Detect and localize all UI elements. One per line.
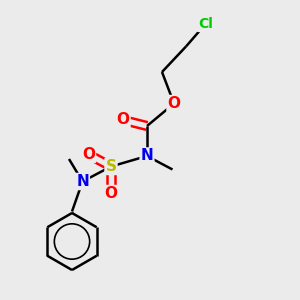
Text: O: O (167, 96, 181, 111)
Text: S: S (106, 159, 116, 174)
Text: O: O (116, 112, 130, 128)
Text: O: O (104, 186, 118, 201)
Text: O: O (82, 147, 95, 162)
Text: N: N (141, 148, 153, 164)
Text: Cl: Cl (198, 17, 213, 31)
Text: N: N (76, 174, 89, 189)
